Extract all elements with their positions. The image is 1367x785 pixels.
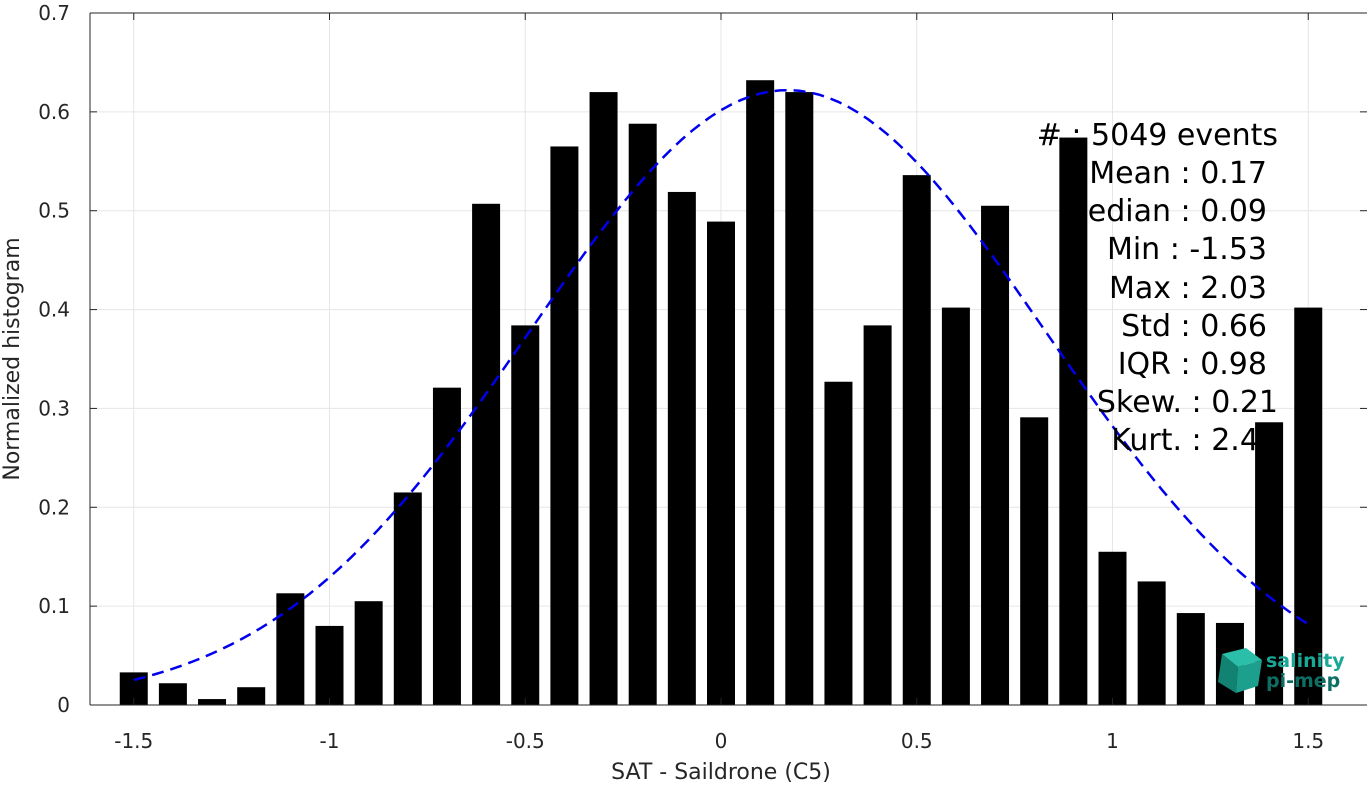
logo-line2: pi-mep: [1266, 670, 1340, 692]
x-tick-label: -1: [320, 729, 340, 753]
stats-std: Std : 0.66: [1121, 309, 1267, 344]
histogram-bar: [1255, 422, 1284, 705]
logo-cube-icon: [1218, 648, 1262, 693]
x-tick-labels: -1.5 -1 -0.5 0 0.5 1 1.5: [114, 729, 1324, 753]
histogram-bar: [667, 191, 696, 706]
salinity-pi-mep-logo: salinity pi-mep: [1218, 648, 1345, 693]
histogram-bar: [628, 123, 657, 706]
histogram-bar: [158, 683, 187, 705]
stats-kurt: Kurt. : 2.47: [1111, 423, 1278, 458]
histogram-bar: [1020, 417, 1049, 705]
histogram-bar: [707, 221, 735, 706]
y-tick-label: 0.7: [38, 1, 70, 25]
histogram-bar: [785, 92, 814, 706]
histogram-bar: [746, 80, 775, 706]
y-tick-label: 0.1: [38, 594, 70, 618]
histogram-bar: [1176, 613, 1205, 705]
histogram-bar: [1137, 581, 1166, 705]
histogram-bar: [315, 625, 344, 705]
x-tick-label: 1: [1106, 729, 1119, 753]
histogram-bar: [276, 593, 305, 705]
y-tick-labels: 0 0.1 0.2 0.3 0.4 0.5 0.6 0.7: [38, 1, 70, 717]
histogram-bar: [863, 325, 892, 705]
histogram-bar: [511, 325, 540, 705]
histogram-bar: [1294, 307, 1323, 705]
stats-median: Median : 0.09: [1062, 194, 1267, 229]
y-tick-label: 0.3: [38, 396, 70, 420]
histogram-bar: [981, 205, 1010, 705]
histogram-bar: [941, 307, 970, 705]
histogram-bar: [550, 146, 579, 705]
histogram-bar: [237, 687, 266, 705]
histogram-bar: [472, 203, 501, 705]
x-tick-label: 0.5: [901, 729, 933, 753]
y-tick-label: 0.6: [38, 100, 70, 124]
x-axis-title: SAT - Saildrone (C5): [611, 760, 831, 785]
histogram-bar: [1098, 551, 1127, 705]
stats-annotation: # : 5049 events Mean : 0.17 Median : 0.0…: [1037, 118, 1278, 458]
y-tick-label: 0.5: [38, 199, 70, 223]
histogram-bar: [589, 92, 618, 706]
y-tick-label: 0: [57, 693, 70, 717]
histogram-bar: [432, 387, 461, 705]
x-tick-label: -0.5: [506, 729, 545, 753]
stats-mean: Mean : 0.17: [1089, 156, 1267, 191]
histogram-bar: [902, 175, 931, 705]
axes: [89, 12, 1367, 706]
histogram-bar: [1059, 137, 1088, 705]
y-tick-label: 0.4: [38, 298, 70, 322]
histogram-bar: [354, 601, 383, 705]
stats-iqr: IQR : 0.98: [1118, 347, 1267, 382]
histogram-bar: [824, 381, 853, 705]
x-tick-label: 0: [715, 729, 728, 753]
stats-max: Max : 2.03: [1109, 271, 1267, 306]
stats-count: # : 5049 events: [1037, 118, 1278, 153]
histogram-bar: [393, 492, 422, 705]
histogram-bar: [198, 699, 227, 705]
stats-min: Min : -1.53: [1107, 232, 1267, 267]
bars: [119, 80, 1323, 706]
logo-line1: salinity: [1266, 650, 1345, 672]
y-axis-title: Normalized histogram: [0, 237, 25, 480]
stats-skew: Skew. : 0.21: [1097, 385, 1278, 420]
y-tick-label: 0.2: [38, 495, 70, 519]
x-tick-label: 1.5: [1292, 729, 1324, 753]
x-tick-label: -1.5: [114, 729, 153, 753]
